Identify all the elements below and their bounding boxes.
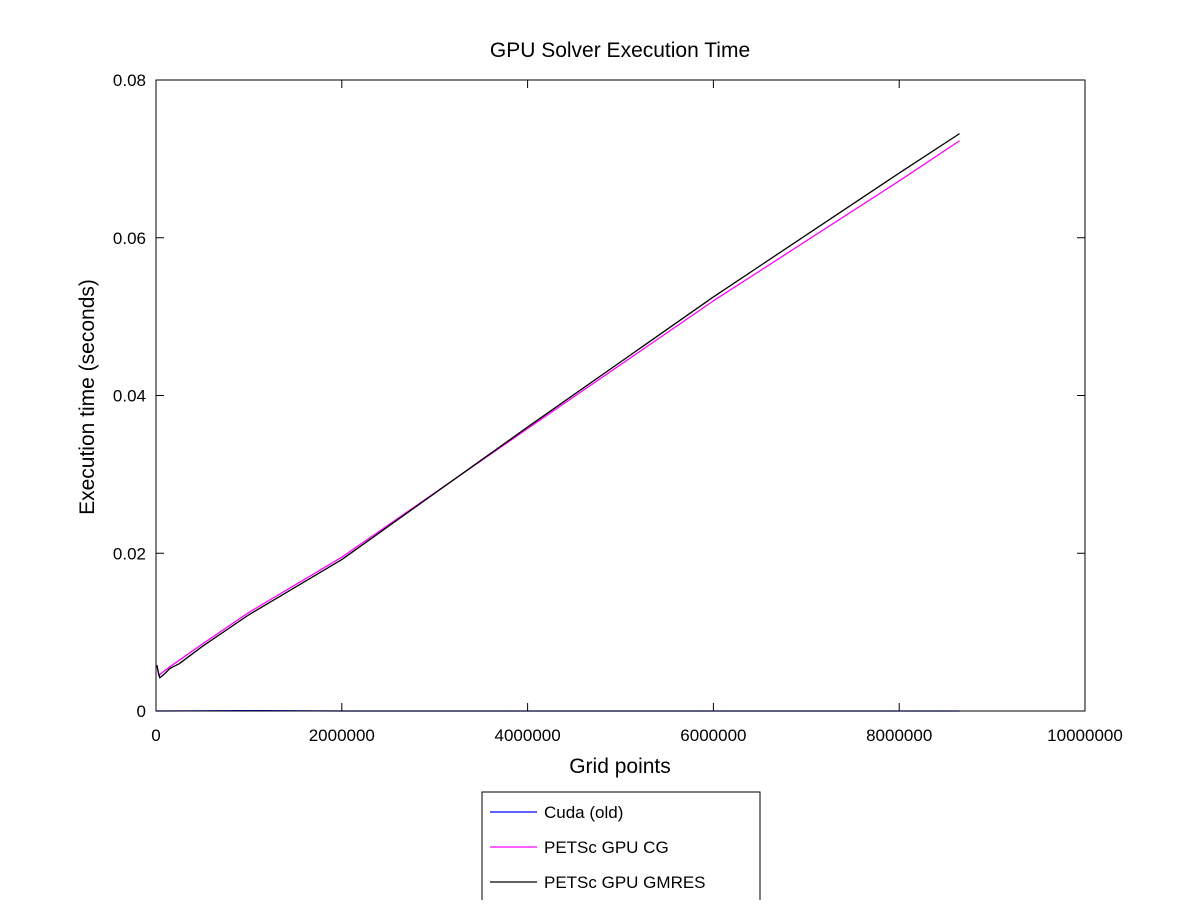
y-tick-label: 0.06 bbox=[113, 229, 146, 248]
chart-title: GPU Solver Execution Time bbox=[490, 39, 750, 62]
x-tick-label: 8000000 bbox=[866, 726, 932, 745]
x-axis-label: Grid points bbox=[569, 755, 671, 778]
legend-label-0: Cuda (old) bbox=[544, 803, 623, 822]
x-tick-label: 6000000 bbox=[680, 726, 746, 745]
x-tick-label: 4000000 bbox=[495, 726, 561, 745]
legend-label-1: PETSc GPU CG bbox=[544, 838, 669, 857]
legend-label-2: PETSc GPU GMRES bbox=[544, 873, 706, 892]
legend: Cuda (old) PETSc GPU CG PETSc GPU GMRES bbox=[482, 792, 760, 900]
y-tick-label: 0.08 bbox=[113, 71, 146, 90]
y-tick-label: 0 bbox=[137, 702, 146, 721]
x-tick-label: 10000000 bbox=[1047, 726, 1123, 745]
y-tick-label: 0.04 bbox=[113, 387, 146, 406]
x-tick-label: 2000000 bbox=[309, 726, 375, 745]
x-tick-label: 0 bbox=[151, 726, 160, 745]
y-tick-label: 0.02 bbox=[113, 544, 146, 563]
y-axis-label: Execution time (seconds) bbox=[76, 279, 99, 515]
